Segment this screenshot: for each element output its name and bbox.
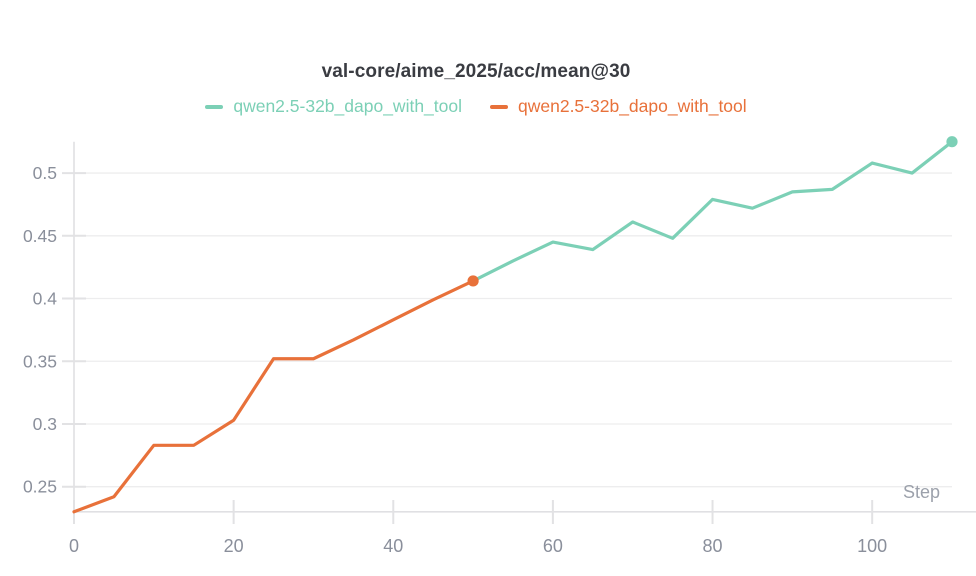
- series-line-1: [72, 279, 475, 514]
- series-line-0: [471, 140, 954, 283]
- y-tick-label-0.25: 0.25: [23, 477, 57, 497]
- x-axis-title: Step: [903, 482, 940, 502]
- y-tick-label-0.5: 0.5: [33, 163, 57, 183]
- x-tick-label-80: 80: [703, 536, 723, 556]
- chart-title: val-core/aime_2025/acc/mean@30: [321, 61, 631, 82]
- endpoint-dot-1: [467, 275, 479, 287]
- legend: qwen2.5-32b_dapo_with_tool qwen2.5-32b_d…: [0, 96, 952, 117]
- legend-item-teal-run[interactable]: qwen2.5-32b_dapo_with_tool: [205, 96, 462, 117]
- legend-dash-orange-icon: [490, 104, 508, 109]
- y-tick-label-0.4: 0.4: [33, 289, 58, 309]
- x-tick-label-40: 40: [383, 536, 403, 556]
- legend-dash-teal-icon: [205, 104, 224, 109]
- y-tick-label-0.35: 0.35: [23, 351, 57, 371]
- legend-label-orange-run: qwen2.5-32b_dapo_with_tool: [518, 96, 747, 116]
- y-tick-label-0.3: 0.3: [33, 414, 57, 434]
- x-tick-label-0: 0: [69, 536, 79, 556]
- endpoint-dot-0: [946, 136, 958, 148]
- y-tick-label-0.45: 0.45: [23, 226, 57, 246]
- legend-item-orange-run[interactable]: qwen2.5-32b_dapo_with_tool: [490, 96, 747, 117]
- x-tick-label-100: 100: [857, 536, 887, 556]
- legend-label-teal-run: qwen2.5-32b_dapo_with_tool: [233, 96, 462, 116]
- x-tick-label-60: 60: [543, 536, 563, 556]
- x-tick-label-20: 20: [224, 536, 244, 556]
